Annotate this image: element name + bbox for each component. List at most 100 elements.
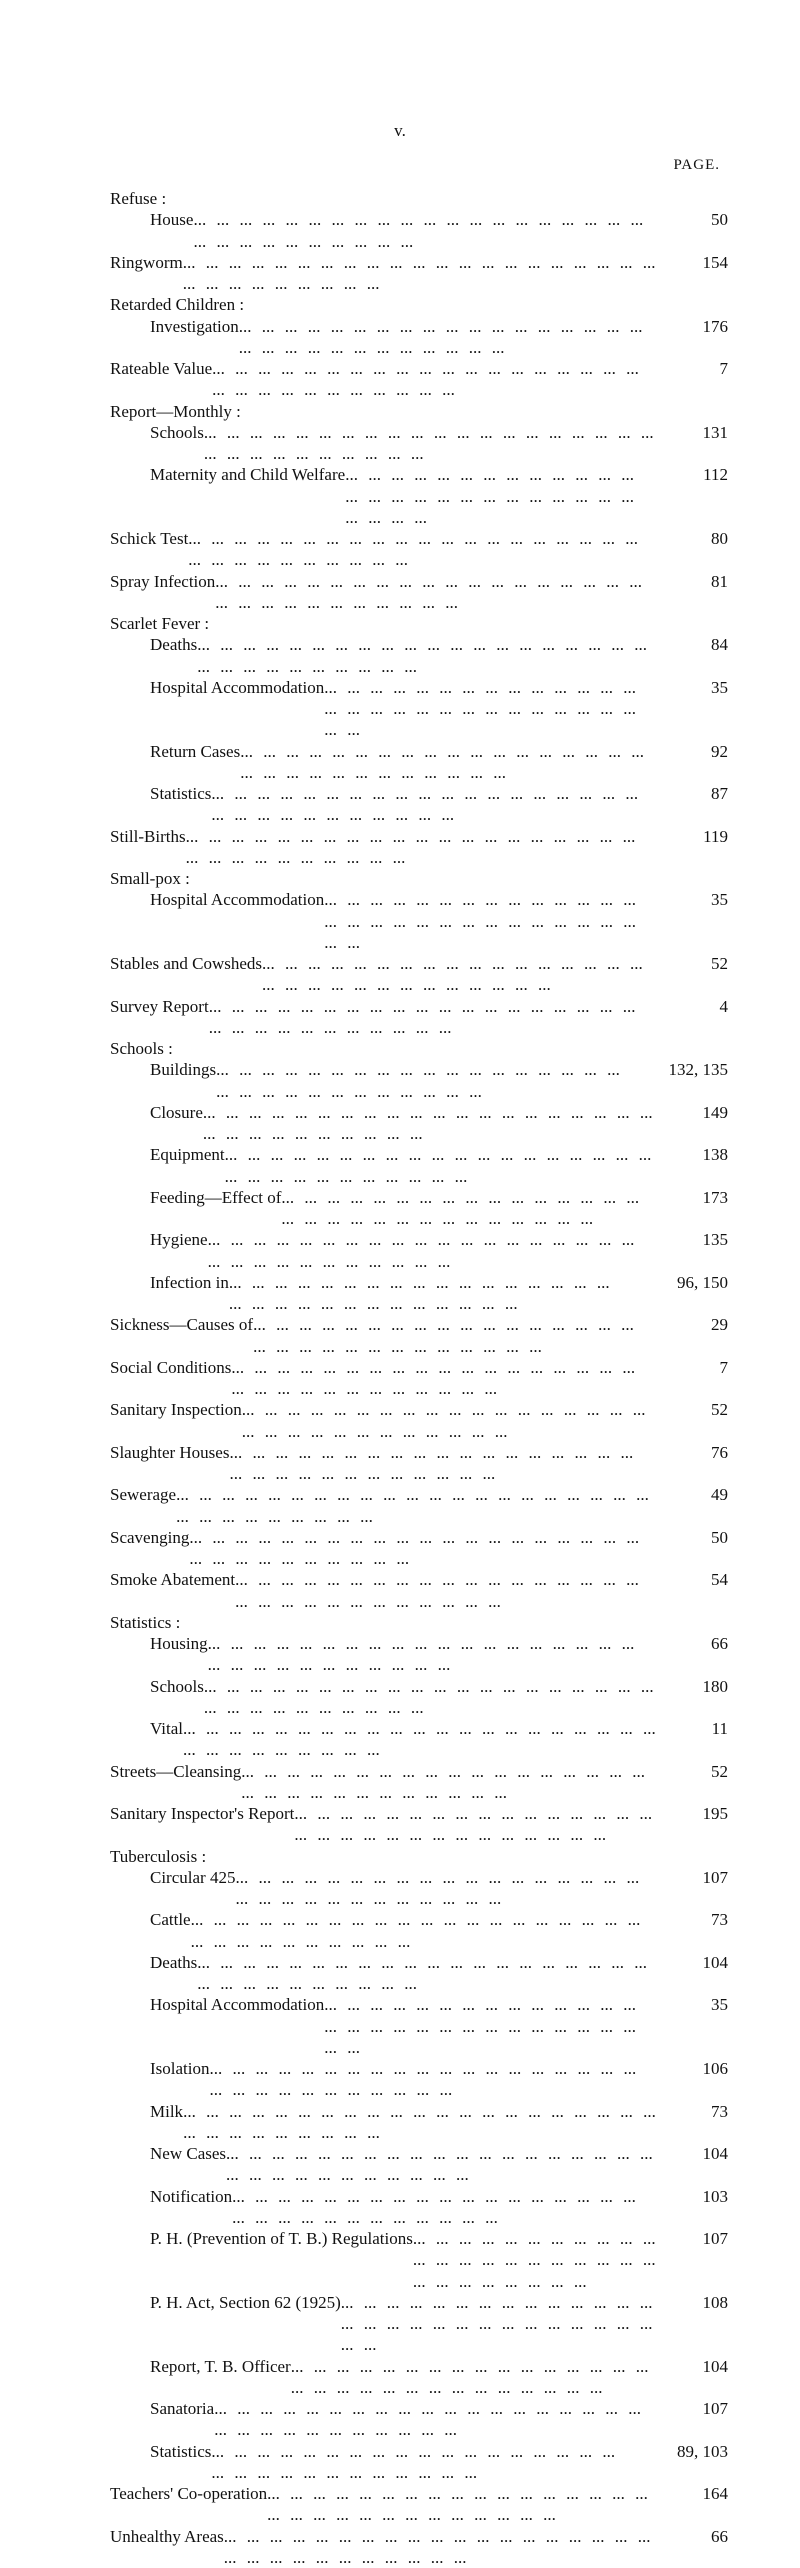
index-row: Statistics : bbox=[110, 1612, 728, 1633]
leader-dots bbox=[211, 2441, 632, 2484]
index-row: P. H. (Prevention of T. B.) Regulations1… bbox=[110, 2228, 728, 2292]
index-row: Hospital Accommodation35 bbox=[110, 889, 728, 953]
page-number-roman: v. bbox=[0, 120, 800, 141]
index-page-number: 84 bbox=[656, 634, 728, 655]
leader-dots bbox=[209, 996, 656, 1039]
leader-dots bbox=[208, 1229, 656, 1272]
leader-dots bbox=[413, 2228, 656, 2292]
index-page-number: 103 bbox=[656, 2186, 728, 2207]
leader-dots bbox=[345, 464, 656, 528]
index-row: Deaths84 bbox=[110, 634, 728, 677]
index-row: Social Conditions 7 bbox=[110, 1357, 728, 1400]
index-row: Housing66 bbox=[110, 1633, 728, 1676]
index-page-number: 131 bbox=[656, 422, 728, 443]
page: v. PAGE. Refuse :House50Ringworm154Retar… bbox=[0, 0, 800, 1398]
leader-dots bbox=[240, 741, 656, 784]
leader-dots bbox=[341, 2292, 656, 2356]
index-entry-label: Hospital Accommodation bbox=[110, 1994, 324, 2015]
leader-dots bbox=[241, 1761, 656, 1804]
leader-dots bbox=[208, 1633, 656, 1676]
index-entry-label: Sewerage bbox=[110, 1484, 176, 1505]
index-entry-label: Infection in bbox=[110, 1272, 229, 1293]
index-row: Small-pox : bbox=[110, 868, 728, 889]
leader-dots bbox=[239, 316, 656, 359]
index-entry-label: Return Cases bbox=[110, 741, 240, 762]
index-row: Sewerage 49 bbox=[110, 1484, 728, 1527]
index-page-number: 119 bbox=[656, 826, 728, 847]
leader-dots bbox=[211, 783, 656, 826]
index-row: Closure 149 bbox=[110, 1102, 728, 1145]
leader-dots bbox=[188, 528, 656, 571]
leader-dots bbox=[189, 1527, 656, 1570]
index-row: Feeding—Effect of173 bbox=[110, 1187, 728, 1230]
leader-dots bbox=[176, 1484, 656, 1527]
index-row: Circular 425107 bbox=[110, 1867, 728, 1910]
leader-dots bbox=[229, 1272, 632, 1315]
index-page-number: 7 bbox=[656, 1357, 728, 1378]
index-row: Scarlet Fever : bbox=[110, 613, 728, 634]
index-entry-label: Slaughter Houses bbox=[110, 1442, 229, 1463]
index-page-number: 66 bbox=[656, 1633, 728, 1654]
index-entry-label: Social Conditions bbox=[110, 1357, 231, 1378]
index-entry-label: Sickness—Causes of bbox=[110, 1314, 253, 1335]
index-page-number: 92 bbox=[656, 741, 728, 762]
index-row: House50 bbox=[110, 209, 728, 252]
index-entry-label: Isolation bbox=[110, 2058, 210, 2079]
index-row: Schools131 bbox=[110, 422, 728, 465]
index-entry-label: P. H. (Prevention of T. B.) Regulations bbox=[110, 2228, 413, 2249]
index-row: Statistics89, 103 bbox=[110, 2441, 728, 2484]
index-page-number: 11 bbox=[656, 1718, 728, 1739]
index-page-number: 76 bbox=[656, 1442, 728, 1463]
index-section-header: Small-pox : bbox=[110, 868, 190, 889]
index-page-number: 149 bbox=[656, 1102, 728, 1123]
index-row: Milk73 bbox=[110, 2101, 728, 2144]
index-page-number: 135 bbox=[656, 1229, 728, 1250]
index-row: Streets—Cleansing52 bbox=[110, 1761, 728, 1804]
index-entry-label: Closure bbox=[110, 1102, 203, 1123]
index-entry-label: Maternity and Child Welfare bbox=[110, 464, 345, 485]
index-row: Report—Monthly : bbox=[110, 401, 728, 422]
index-page-number: 35 bbox=[656, 677, 728, 698]
index-row: Deaths104 bbox=[110, 1952, 728, 1995]
leader-dots bbox=[193, 209, 656, 252]
index-entry-label: Report, T. B. Officer bbox=[110, 2356, 291, 2377]
index-section-header: Refuse : bbox=[110, 188, 166, 209]
index-entry-label: Vital bbox=[110, 1718, 183, 1739]
index-row: Sanatoria107 bbox=[110, 2398, 728, 2441]
index-entry-label: Buildings bbox=[110, 1059, 216, 1080]
leader-dots bbox=[186, 826, 656, 869]
index-entry-label: Survey Report bbox=[110, 996, 209, 1017]
index-entry-label: Smoke Abatement bbox=[110, 1569, 235, 1590]
index-page-number: 52 bbox=[656, 1761, 728, 1782]
index-row: Vital 11 bbox=[110, 1718, 728, 1761]
index-row: Unhealthy Areas66 bbox=[110, 2526, 728, 2568]
index-page-number: 104 bbox=[656, 2143, 728, 2164]
index-page-number: 108 bbox=[656, 2292, 728, 2313]
index-row: Hospital Accommodation 35 bbox=[110, 677, 728, 741]
leader-dots bbox=[324, 677, 656, 741]
index-page-number: 106 bbox=[656, 2058, 728, 2079]
index-row: Buildings132, 135 bbox=[110, 1059, 728, 1102]
index-row: Cattle73 bbox=[110, 1909, 728, 1952]
index-row: Sanitary Inspector's Report195 bbox=[110, 1803, 728, 1846]
index-page-number: 4 bbox=[656, 996, 728, 1017]
index-row: Isolation 106 bbox=[110, 2058, 728, 2101]
index-row: Smoke Abatement 54 bbox=[110, 1569, 728, 1612]
index-entry-label: Hospital Accommodation bbox=[110, 677, 324, 698]
index-page-number: 104 bbox=[656, 1952, 728, 1973]
index-entry-label: Notification bbox=[110, 2186, 232, 2207]
index-page-number: 54 bbox=[656, 1569, 728, 1590]
index-entry-label: Teachers' Co-operation bbox=[110, 2483, 267, 2504]
index-row: New Cases104 bbox=[110, 2143, 728, 2186]
leader-dots bbox=[253, 1314, 656, 1357]
index-row: Report, T. B. Officer104 bbox=[110, 2356, 728, 2399]
index-page-number: 49 bbox=[656, 1484, 728, 1505]
index-page-number: 7 bbox=[656, 358, 728, 379]
index-row: Schools : bbox=[110, 1038, 728, 1059]
index-entry-label: Sanitary Inspection bbox=[110, 1399, 242, 1420]
leader-dots bbox=[214, 2398, 656, 2441]
leader-dots bbox=[226, 2143, 656, 2186]
index-entry-label: Equipment bbox=[110, 1144, 225, 1165]
index-page-number: 50 bbox=[656, 209, 728, 230]
index-entry-label: Scavenging bbox=[110, 1527, 189, 1548]
